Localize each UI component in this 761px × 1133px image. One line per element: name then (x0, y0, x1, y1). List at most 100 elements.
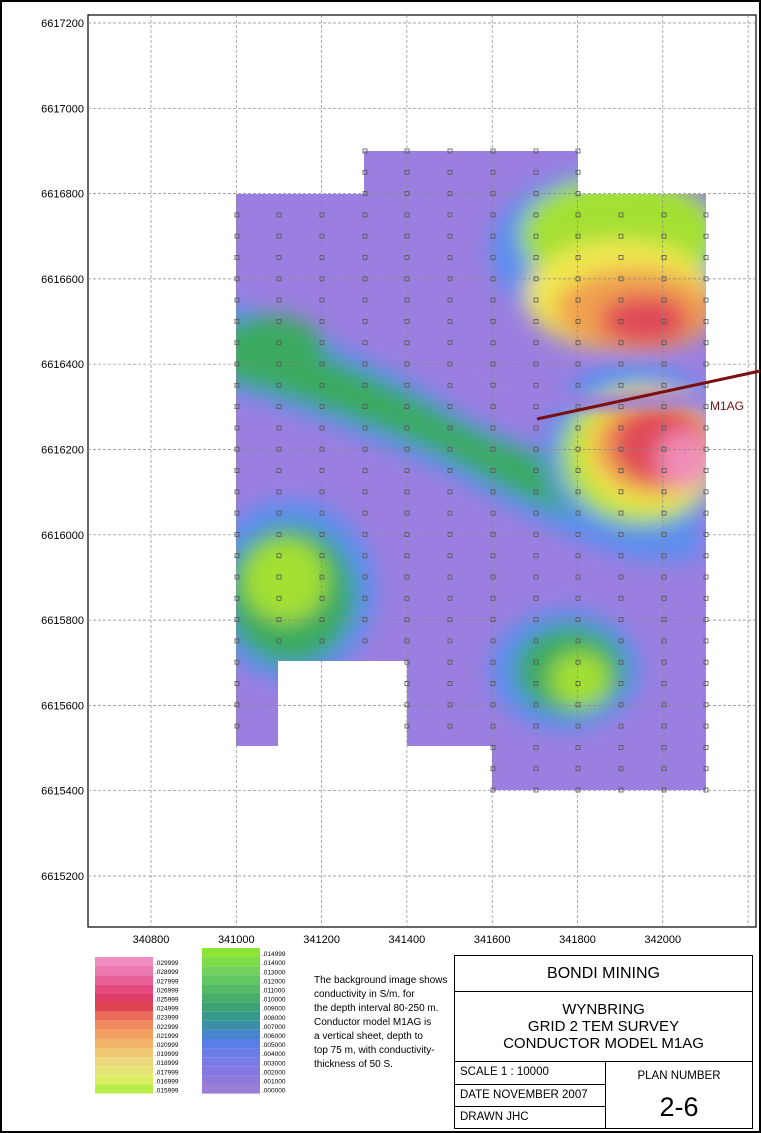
legend-swatch (202, 984, 260, 994)
legend-cool: .014999 .014000 .013000 .012000 .011000 .0100… (202, 948, 286, 1095)
station-marker (661, 787, 667, 793)
station-marker (618, 425, 624, 431)
station-marker (490, 638, 496, 644)
station-marker (661, 382, 667, 388)
station-marker (319, 233, 325, 239)
station-marker (575, 745, 581, 750)
station-marker (234, 255, 240, 260)
station-marker (490, 318, 496, 324)
station-marker (447, 510, 453, 516)
station-marker (362, 212, 368, 218)
station-marker (234, 574, 240, 580)
station-marker (618, 702, 624, 708)
legend-swatch (95, 957, 153, 967)
station-marker (618, 595, 624, 601)
station-marker (618, 276, 624, 282)
title-lines: WYNBRING GRID 2 TEM SURVEY CONDUCTOR MOD… (455, 992, 752, 1062)
station-marker (490, 510, 496, 516)
legend-value: .007000 (262, 1024, 286, 1031)
y-tick-label: 6617200 (41, 18, 84, 30)
legend-swatch (95, 993, 153, 1003)
station-marker (404, 446, 410, 452)
legend-swatch (95, 1057, 153, 1067)
legend-value: .010000 (262, 997, 286, 1004)
station-marker (447, 276, 453, 282)
station-marker (276, 553, 282, 559)
legend-swatch (95, 1002, 153, 1012)
station-marker (575, 532, 581, 537)
station-marker (533, 574, 539, 580)
station-marker (618, 681, 624, 686)
station-marker (661, 638, 667, 644)
legend-swatch (95, 1038, 153, 1048)
legend-swatch (95, 975, 153, 985)
station-marker (447, 382, 453, 388)
station-marker (703, 659, 709, 665)
station-marker (362, 553, 368, 559)
station-marker (575, 638, 581, 644)
plan-number: 2-6 (659, 1092, 699, 1122)
station-marker (575, 766, 581, 772)
station-marker (490, 553, 496, 559)
station-marker (575, 681, 581, 686)
station-marker (234, 318, 240, 324)
legend-value: .025999 (155, 997, 179, 1004)
legend-swatch (202, 1048, 260, 1058)
station-marker (490, 617, 496, 622)
station-marker (661, 361, 667, 367)
station-marker (362, 446, 368, 452)
station-marker (575, 489, 581, 495)
x-tick-label: 341000 (218, 934, 255, 946)
station-marker (703, 404, 709, 410)
station-marker (234, 595, 240, 601)
legend-swatch (95, 1084, 153, 1094)
legend-value: .003000 (262, 1060, 286, 1067)
station-marker (234, 553, 240, 559)
station-marker (703, 574, 709, 580)
station-marker (661, 425, 667, 431)
station-marker (319, 382, 325, 388)
station-marker (362, 361, 368, 367)
note-line: conductivity in S/m. for (314, 989, 415, 1000)
station-marker (404, 489, 410, 495)
note-line: thickness of 50 S. (314, 1059, 393, 1070)
station-marker (276, 233, 282, 239)
station-marker (703, 702, 709, 708)
station-marker (404, 276, 410, 282)
legend-value: .023999 (155, 1015, 179, 1022)
station-marker (490, 659, 496, 665)
legend-swatch (95, 1048, 153, 1058)
station-marker (661, 212, 667, 218)
station-marker (490, 595, 496, 601)
station-marker (234, 212, 240, 218)
legend-swatch (202, 1057, 260, 1067)
station-marker (404, 659, 410, 665)
station-marker (276, 510, 282, 516)
station-marker (447, 233, 453, 239)
note-line: Conductor model M1AG is (314, 1017, 432, 1028)
legend-value: .018999 (155, 1060, 179, 1067)
station-marker (234, 233, 240, 239)
station-marker (362, 255, 368, 260)
station-marker (618, 553, 624, 559)
station-marker (533, 382, 539, 388)
station-marker (404, 532, 410, 537)
station-marker (447, 723, 453, 729)
station-marker (447, 595, 453, 601)
station-marker (234, 276, 240, 282)
station-marker (533, 404, 539, 410)
station-marker (276, 574, 282, 580)
station-marker (661, 723, 667, 729)
station-marker (319, 510, 325, 516)
station-marker (319, 276, 325, 282)
station-marker (490, 446, 496, 452)
station-marker (661, 276, 667, 282)
legend-swatch (95, 1066, 153, 1076)
station-marker (575, 382, 581, 388)
station-marker (533, 787, 539, 793)
station-marker (618, 361, 624, 367)
station-marker (661, 510, 667, 516)
station-marker (703, 766, 709, 772)
station-marker (447, 191, 453, 197)
